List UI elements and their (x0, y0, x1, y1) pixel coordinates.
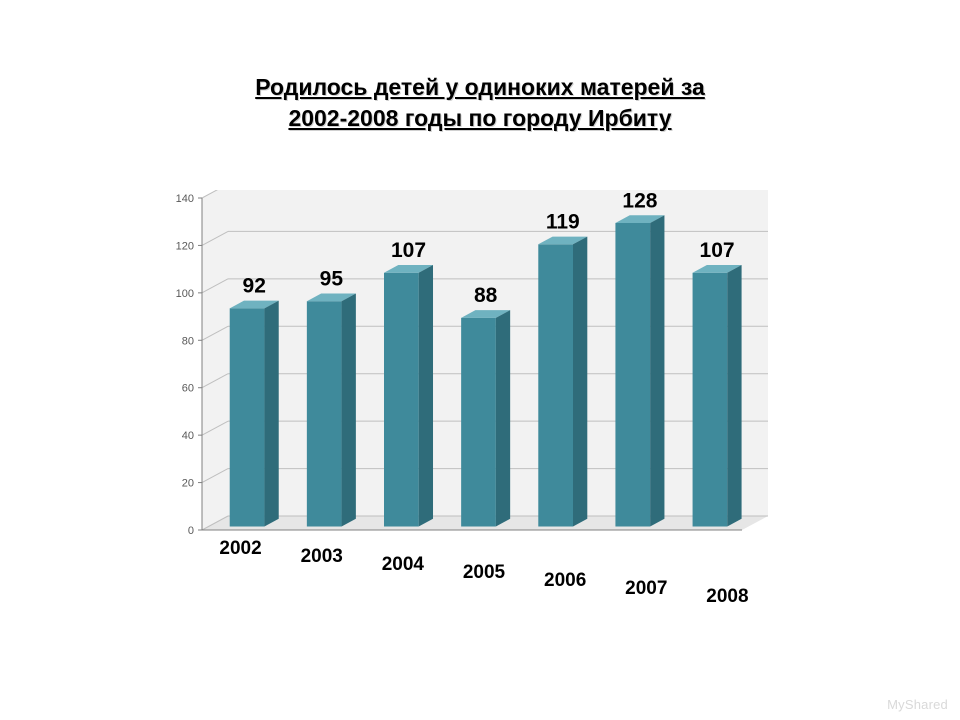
bar (384, 273, 419, 527)
category-label: 2006 (544, 570, 586, 591)
bar-value-label: 107 (391, 239, 426, 262)
bar-side (342, 294, 356, 527)
y-tick-label: 60 (182, 383, 194, 395)
bar (461, 318, 496, 527)
chart-title: Родилось детей у одиноких матерей за 200… (0, 72, 960, 134)
category-label: 2005 (463, 562, 506, 583)
bar-side (573, 237, 587, 527)
chart-title-line1: Родилось детей у одиноких матерей за (255, 74, 705, 100)
chart-title-line2: 2002-2008 годы по городу Ирбиту (288, 105, 671, 131)
watermark: MyShared (887, 697, 948, 712)
bar-side (496, 310, 510, 526)
category-label: 2004 (382, 554, 425, 575)
bar-chart-svg: 0 20 40 60 80 100 120 140 92 2002 95 2003 107 2004 88 2… (150, 190, 810, 620)
y-tick-label: 120 (176, 240, 194, 252)
bar-value-label: 119 (546, 211, 580, 234)
bar-side (650, 215, 664, 526)
category-label: 2008 (706, 586, 748, 607)
y-tick-label: 0 (188, 525, 194, 537)
bar-value-label: 95 (320, 268, 344, 291)
bar-chart: 0 20 40 60 80 100 120 140 92 2002 95 2003 107 2004 88 2… (150, 190, 810, 620)
category-label: 2003 (301, 546, 343, 567)
bar-value-label: 107 (700, 239, 735, 262)
bar-value-label: 88 (474, 284, 498, 307)
bar-side (264, 301, 278, 527)
y-tick-label: 140 (176, 193, 194, 205)
bar-value-label: 128 (622, 190, 657, 212)
bar-value-label: 92 (243, 275, 266, 298)
bar (693, 273, 728, 527)
y-tick-label: 20 (182, 478, 194, 490)
category-label: 2007 (625, 578, 667, 599)
chart-side-wall (202, 190, 228, 530)
bar (307, 301, 342, 526)
bar (615, 223, 650, 527)
bar-side (419, 265, 433, 526)
bar (538, 244, 573, 526)
y-tick-label: 40 (182, 430, 194, 442)
y-tick-label: 100 (176, 288, 194, 300)
bar-side (727, 265, 741, 526)
y-tick-label: 80 (182, 335, 194, 347)
bar (230, 308, 265, 526)
category-label: 2002 (219, 538, 261, 559)
